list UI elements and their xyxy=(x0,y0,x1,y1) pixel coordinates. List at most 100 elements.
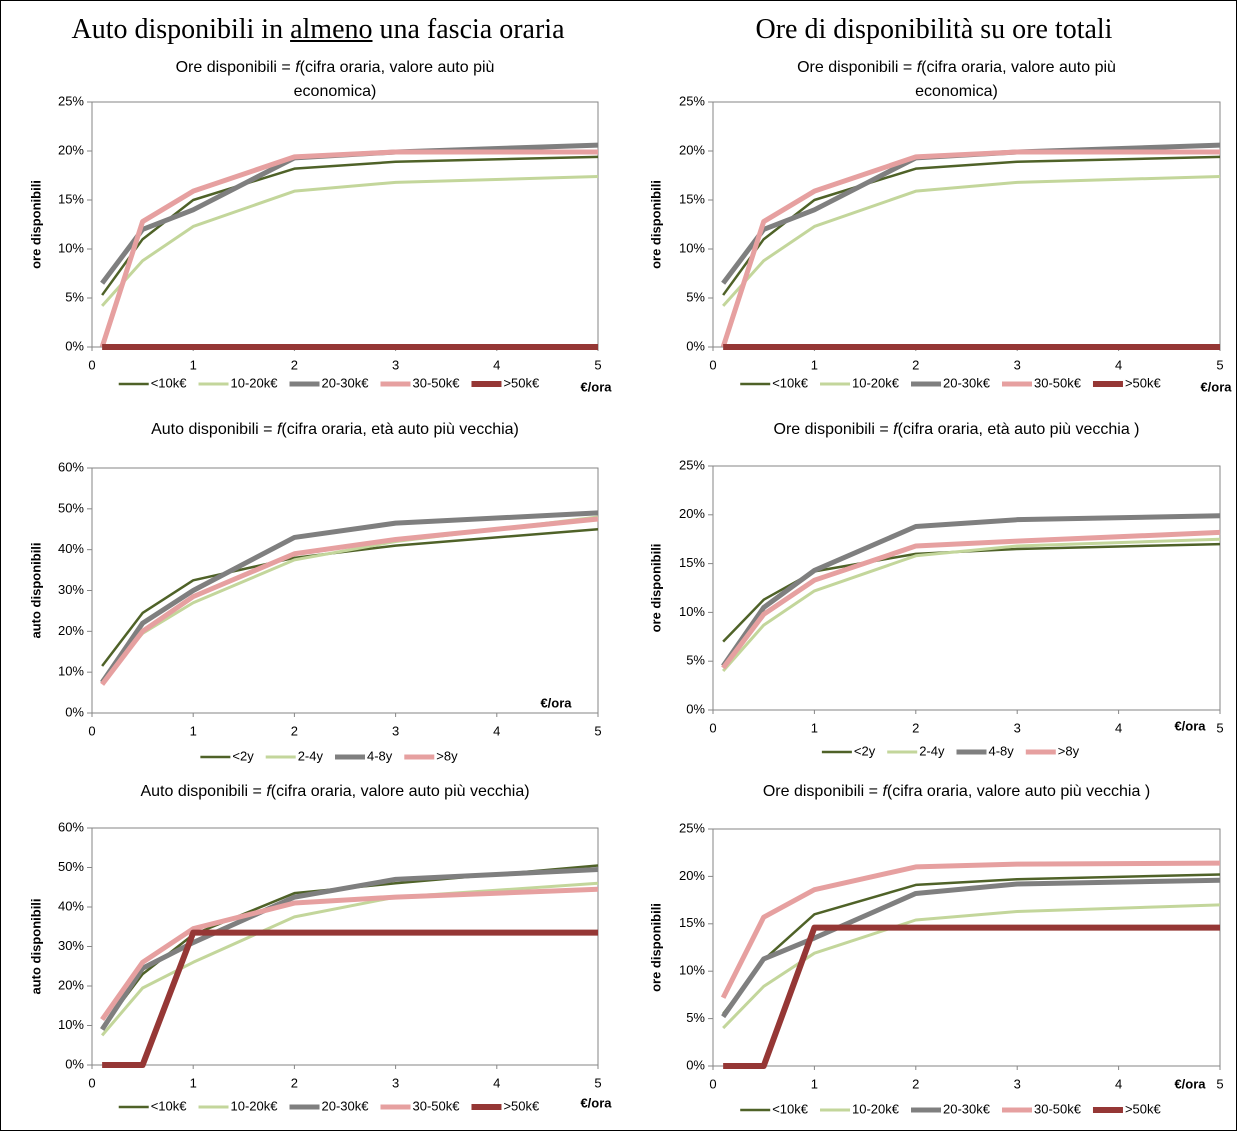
y-tick-label: 25% xyxy=(679,820,705,835)
y-tick-label: 20% xyxy=(679,142,705,157)
y-tick-label: 60% xyxy=(58,819,84,834)
series-line xyxy=(720,860,1221,999)
legend-label: 30-50k€ xyxy=(1034,1101,1082,1116)
y-axis-label: ore disponibili xyxy=(648,180,663,269)
x-tick-label: 3 xyxy=(392,1075,399,1090)
y-tick-label: 30% xyxy=(58,938,84,953)
series-line xyxy=(721,513,1221,668)
x-tick-label: 0 xyxy=(88,1075,95,1090)
legend-label: 30-50k€ xyxy=(412,1098,460,1113)
series-line xyxy=(99,149,598,348)
plot-area xyxy=(712,101,1221,348)
x-tick-label: 4 xyxy=(1115,357,1122,372)
title-italic: f xyxy=(893,421,898,438)
y-axis-label: ore disponibili xyxy=(648,903,663,992)
series-line xyxy=(721,529,1221,670)
header-text: Auto disponibili in xyxy=(71,14,291,45)
x-tick-label: 1 xyxy=(190,1075,197,1090)
series-line xyxy=(720,149,1220,348)
x-tick-label: 0 xyxy=(88,357,95,372)
title-italic: f xyxy=(276,421,282,438)
y-axis-label: auto disponibili xyxy=(28,542,43,638)
y-axis-label: ore disponibili xyxy=(28,180,43,269)
y-tick-label: 10% xyxy=(58,664,84,679)
x-tick-label: 5 xyxy=(594,723,601,738)
legend-label: 10-20k€ xyxy=(852,1101,900,1116)
header-text: una fascia oraria xyxy=(372,14,565,45)
plot-area xyxy=(91,101,599,348)
legend-label: <10k€ xyxy=(151,1098,188,1113)
chart-title: Ore disponibili = f(cifra oraria, valore… xyxy=(757,56,1157,104)
y-tick-label: 20% xyxy=(58,142,84,157)
y-tick-label: 10% xyxy=(679,240,705,255)
title-text: Auto disponibili = xyxy=(140,783,267,800)
x-tick-label: 2 xyxy=(912,720,919,735)
x-tick-label: 2 xyxy=(291,357,298,372)
series-line xyxy=(722,174,1221,307)
title-text: (cifra oraria, valore auto più economica… xyxy=(293,59,495,100)
series-line xyxy=(101,174,599,307)
y-tick-label: 25% xyxy=(58,93,84,108)
title-text: (cifra oraria, valore auto più vecchia) xyxy=(270,783,530,800)
x-tick-label: 1 xyxy=(811,720,818,735)
y-tick-label: 20% xyxy=(58,623,84,638)
y-tick-label: 25% xyxy=(679,93,705,108)
x-tick-label: 3 xyxy=(1014,720,1021,735)
legend-label: 2-4y xyxy=(919,743,945,758)
legend-label: <10k€ xyxy=(772,1101,809,1116)
x-tick-label: 1 xyxy=(190,357,197,372)
legend-label: 2-4y xyxy=(298,748,324,763)
y-tick-label: 15% xyxy=(679,915,705,930)
plot-area xyxy=(712,828,1221,1067)
x-tick-label: 3 xyxy=(392,723,399,738)
x-axis-label: €/ora xyxy=(1174,718,1206,733)
x-axis-label: €/ora xyxy=(580,379,612,394)
title-italic: f xyxy=(882,783,887,800)
title-text: Ore disponibili = xyxy=(762,783,883,800)
x-tick-label: 2 xyxy=(291,723,298,738)
x-axis-label: €/ora xyxy=(540,695,572,710)
y-tick-label: 5% xyxy=(65,289,84,304)
y-tick-label: 10% xyxy=(58,1017,84,1032)
y-tick-label: 0% xyxy=(65,704,84,719)
chart-title: Ore disponibili = f(cifra oraria, valore… xyxy=(687,780,1227,804)
y-axis-label: ore disponibili xyxy=(648,544,663,633)
y-tick-label: 5% xyxy=(686,653,705,668)
legend-label: <2y xyxy=(232,748,254,763)
x-tick-label: 4 xyxy=(493,1075,500,1090)
x-tick-label: 4 xyxy=(1115,720,1122,735)
y-tick-label: 25% xyxy=(679,457,705,472)
y-tick-label: 20% xyxy=(679,868,705,883)
y-axis-label: auto disponibili xyxy=(28,898,43,994)
title-text: (cifra oraria, età auto più vecchia) xyxy=(281,421,519,438)
x-tick-label: 4 xyxy=(493,357,500,372)
x-tick-label: 3 xyxy=(392,357,399,372)
legend-label: >8y xyxy=(436,748,458,763)
series-line xyxy=(100,516,599,686)
x-tick-label: 1 xyxy=(190,723,197,738)
series-line xyxy=(100,886,599,1022)
header-underlined: almeno xyxy=(290,14,373,45)
x-axis-label: €/ora xyxy=(1174,1076,1206,1091)
y-tick-label: 50% xyxy=(58,859,84,874)
x-tick-label: 5 xyxy=(1216,1076,1223,1091)
y-tick-label: 0% xyxy=(65,338,84,353)
y-tick-label: 10% xyxy=(679,963,705,978)
y-tick-label: 30% xyxy=(58,582,84,597)
x-tick-label: 4 xyxy=(1115,1076,1122,1091)
title-text: (cifra oraria, età auto più vecchia ) xyxy=(897,421,1140,438)
y-tick-label: 0% xyxy=(686,1057,705,1072)
series-line xyxy=(100,510,599,684)
legend-label: 10-20k€ xyxy=(852,375,900,390)
title-text: Ore disponibili = xyxy=(797,59,917,76)
x-tick-label: 2 xyxy=(912,357,919,372)
legend-label: 20-30k€ xyxy=(322,1098,370,1113)
y-tick-label: 5% xyxy=(686,1010,705,1025)
plot-area xyxy=(91,467,599,714)
title-text: Ore disponibili = xyxy=(773,421,894,438)
legend-label: <10k€ xyxy=(772,375,809,390)
chart-title: Ore disponibili = f(cifra oraria, età au… xyxy=(687,418,1227,442)
legend-label: >50k€ xyxy=(503,1098,540,1113)
